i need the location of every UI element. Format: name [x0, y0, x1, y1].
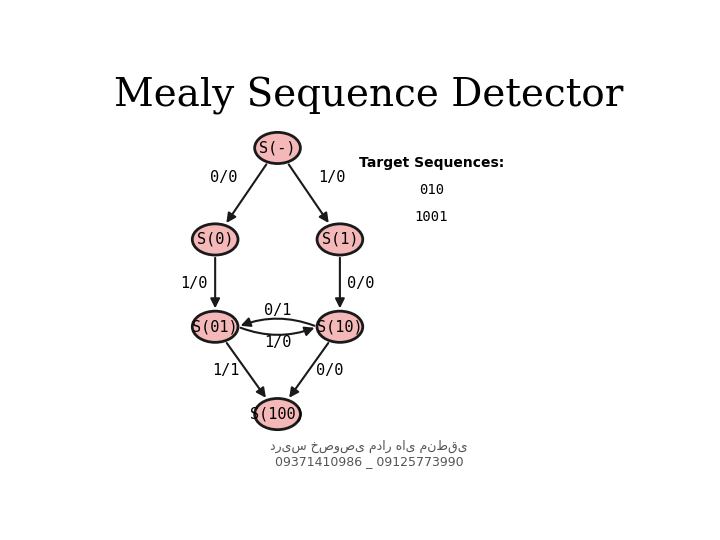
- Ellipse shape: [317, 224, 363, 255]
- Text: 1/0: 1/0: [264, 335, 291, 350]
- Ellipse shape: [255, 399, 300, 430]
- Text: 1001: 1001: [415, 210, 448, 224]
- Ellipse shape: [317, 311, 363, 342]
- Text: 0/0: 0/0: [347, 275, 374, 291]
- Text: 010: 010: [419, 183, 444, 197]
- Text: Target Sequences:: Target Sequences:: [359, 156, 504, 170]
- Text: Mealy Sequence Detector: Mealy Sequence Detector: [114, 77, 624, 115]
- Text: دریس خصوصی مدار های منطقی
09371410986 _ 09125773990: دریس خصوصی مدار های منطقی 09371410986 _ …: [270, 440, 468, 468]
- Text: 1/0: 1/0: [318, 170, 346, 185]
- Text: 1/0: 1/0: [181, 275, 208, 291]
- Text: S(0): S(0): [197, 232, 233, 247]
- Text: S(100): S(100): [250, 407, 305, 422]
- Ellipse shape: [255, 132, 300, 164]
- Text: S(01): S(01): [192, 319, 238, 334]
- Text: 0/1: 0/1: [264, 303, 291, 319]
- Ellipse shape: [192, 311, 238, 342]
- Text: S(-): S(-): [259, 140, 296, 156]
- Ellipse shape: [192, 224, 238, 255]
- Text: 1/1: 1/1: [212, 363, 239, 378]
- Text: S(10): S(10): [317, 319, 363, 334]
- Text: 0/0: 0/0: [316, 363, 343, 378]
- Text: 0/0: 0/0: [210, 170, 237, 185]
- Text: S(1): S(1): [322, 232, 358, 247]
